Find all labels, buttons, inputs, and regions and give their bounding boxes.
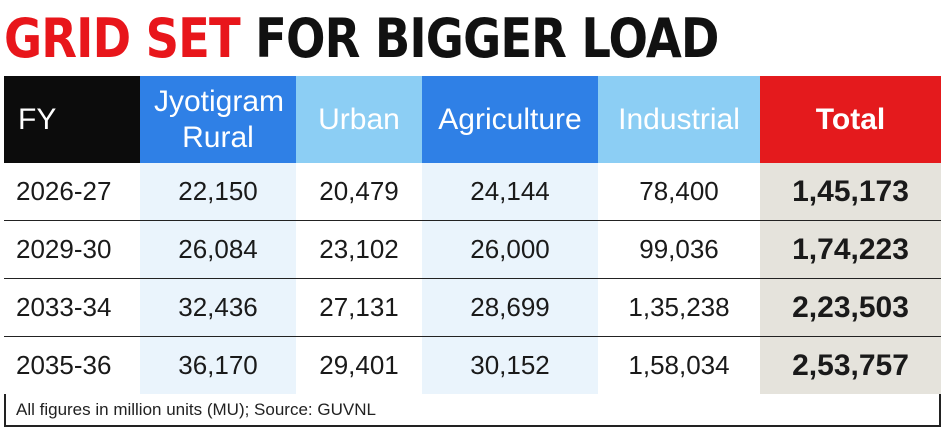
table-row: 2026-27 22,150 20,479 24,144 78,400 1,45…: [4, 163, 941, 221]
cell-fy: 2033-34: [4, 278, 140, 337]
cell-industrial: 1,35,238: [598, 278, 760, 337]
title-highlight: GRID SET: [4, 7, 241, 70]
title-rest: FOR BIGGER LOAD: [255, 7, 719, 70]
column-header-industrial: Industrial: [598, 76, 760, 163]
table-row: 2033-34 32,436 27,131 28,699 1,35,238 2,…: [4, 278, 941, 337]
cell-agriculture: 28,699: [422, 278, 598, 337]
cell-total: 1,74,223: [760, 220, 941, 279]
header-row: FY Jyotigram Rural Urban Agriculture Ind…: [4, 76, 941, 163]
cell-fy: 2035-36: [4, 336, 140, 394]
column-header-urban: Urban: [296, 76, 422, 163]
table-row: 2029-30 26,084 23,102 26,000 99,036 1,74…: [4, 220, 941, 279]
column-header-total: Total: [760, 76, 941, 163]
data-table: FY Jyotigram Rural Urban Agriculture Ind…: [4, 76, 941, 394]
cell-jyotigram-rural: 22,150: [140, 163, 296, 221]
cell-industrial: 78,400: [598, 163, 760, 221]
column-header-jyotigram-rural: Jyotigram Rural: [140, 76, 296, 163]
cell-agriculture: 26,000: [422, 220, 598, 279]
cell-jyotigram-rural: 36,170: [140, 336, 296, 394]
cell-urban: 23,102: [296, 220, 422, 279]
cell-jyotigram-rural: 26,084: [140, 220, 296, 279]
page-title: GRID SET FOR BIGGER LOAD: [4, 4, 719, 74]
footnote: All figures in million units (MU); Sourc…: [16, 400, 376, 419]
cell-agriculture: 30,152: [422, 336, 598, 394]
cell-jyotigram-rural: 32,436: [140, 278, 296, 337]
cell-fy: 2029-30: [4, 220, 140, 279]
cell-industrial: 1,58,034: [598, 336, 760, 394]
cell-urban: 29,401: [296, 336, 422, 394]
cell-urban: 27,131: [296, 278, 422, 337]
column-header-agriculture: Agriculture: [422, 76, 598, 163]
column-header-fy: FY: [4, 76, 140, 163]
cell-total: 2,53,757: [760, 336, 941, 394]
cell-urban: 20,479: [296, 163, 422, 221]
cell-total: 2,23,503: [760, 278, 941, 337]
cell-industrial: 99,036: [598, 220, 760, 279]
cell-total: 1,45,173: [760, 163, 941, 221]
cell-fy: 2026-27: [4, 163, 140, 221]
table-row: 2035-36 36,170 29,401 30,152 1,58,034 2,…: [4, 336, 941, 394]
cell-agriculture: 24,144: [422, 163, 598, 221]
